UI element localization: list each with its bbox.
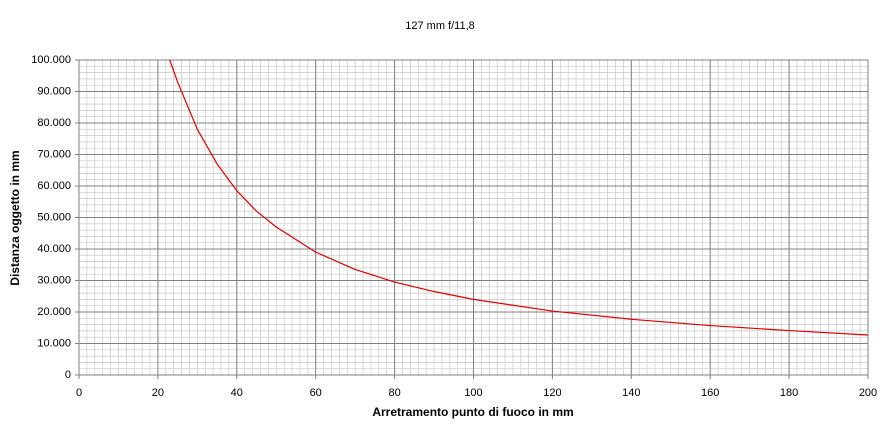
y-tick-label: 20.000 [37, 306, 71, 318]
y-tick-label: 40.000 [37, 243, 71, 255]
data-line [169, 59, 869, 336]
y-tick-label: 80.000 [37, 117, 71, 129]
y-tick-label: 90.000 [37, 85, 71, 97]
x-tick-label: 180 [780, 387, 798, 399]
x-tick-label: 40 [231, 387, 243, 399]
x-tick-label: 140 [622, 387, 640, 399]
x-tick-label: 200 [859, 387, 877, 399]
x-tick-label: 80 [388, 387, 400, 399]
y-tick-label: 60.000 [37, 180, 71, 192]
y-tick-label: 10.000 [37, 337, 71, 349]
y-tick-label: 30.000 [37, 274, 71, 286]
x-axis-title: Arretramento punto di fuoco in mm [372, 405, 573, 419]
y-tick-label: 100.000 [31, 54, 71, 66]
y-tick-label: 70.000 [37, 148, 71, 160]
y-tick-label: 0 [65, 369, 71, 381]
plot-border [78, 59, 869, 376]
x-tick-label: 100 [464, 387, 482, 399]
y-tick-label: 50.000 [37, 211, 71, 223]
x-tick-label: 60 [310, 387, 322, 399]
x-tick-label: 120 [543, 387, 561, 399]
x-tick-label: 20 [152, 387, 164, 399]
chart-title: 127 mm f/11,8 [405, 20, 475, 32]
x-tick-label: 0 [76, 387, 82, 399]
x-tick-label: 160 [701, 387, 719, 399]
y-axis-title: Distanza oggetto in mm [8, 150, 22, 285]
